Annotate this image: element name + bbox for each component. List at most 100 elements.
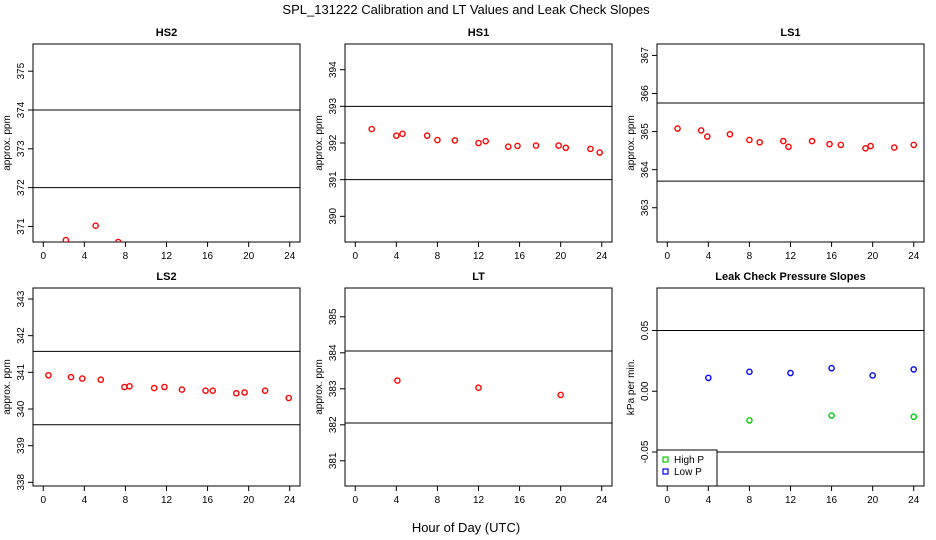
data-point: [828, 364, 835, 372]
x-tick-label: 24: [284, 251, 296, 262]
data-point: [787, 369, 794, 377]
data-point: [241, 389, 248, 396]
y-tick-label: 381: [328, 452, 339, 469]
plot-frame: [32, 43, 301, 243]
chart-panels: HS2 0 4 8 12 16 20 24 371 372 373 374 375 approx. ppm…: [2, 27, 925, 506]
x-tick-label: 4: [394, 251, 400, 262]
y-tick-label: 338: [16, 474, 27, 491]
x-tick-label: 12: [161, 495, 173, 506]
data-points: [368, 125, 603, 156]
x-tick-label: 24: [908, 251, 920, 262]
x-tick-label: 4: [82, 251, 88, 262]
data-point: [862, 145, 869, 152]
x-tick-label: 8: [435, 251, 441, 262]
plot-frame: [656, 43, 925, 243]
panel-0: HS2 0 4 8 12 16 20 24 371 372 373 374 375 approx. ppm: [2, 27, 301, 262]
data-point: [756, 138, 763, 146]
data-point: [910, 366, 918, 373]
y-tick-label: 341: [16, 364, 27, 381]
x-tick-label: 0: [40, 495, 46, 506]
y-tick-label: 390: [328, 208, 339, 225]
common-x-axis-label: Hour of Day (UTC): [412, 520, 520, 535]
data-points: [394, 377, 564, 399]
x-tick-label: 20: [243, 495, 255, 506]
data-point: [178, 386, 186, 393]
panel-title: HS1: [468, 27, 489, 39]
legend-marker: [662, 456, 669, 463]
plot-frame: [344, 287, 613, 487]
legend-label: High P: [674, 455, 704, 466]
data-point: [837, 141, 845, 149]
data-point: [92, 222, 99, 229]
data-point: [97, 376, 105, 383]
x-tick-label: 0: [352, 251, 358, 262]
x-tick-label: 0: [40, 251, 46, 262]
x-tick-label: 24: [284, 495, 296, 506]
data-point: [746, 417, 753, 424]
data-points: [674, 125, 918, 152]
data-point: [202, 387, 209, 394]
data-point: [233, 389, 240, 397]
x-tick-label: 24: [908, 495, 920, 506]
y-axis-label: approx. ppm: [2, 359, 13, 415]
x-tick-label: 24: [596, 251, 608, 262]
data-points: [705, 364, 918, 424]
x-tick-label: 16: [202, 495, 214, 506]
panel-title: LS1: [780, 27, 800, 39]
data-point: [532, 142, 540, 149]
legend-label: Low P: [674, 467, 702, 478]
y-axis-label: approx. ppm: [626, 115, 637, 171]
x-tick-label: 8: [747, 251, 753, 262]
y-tick-label: 383: [328, 380, 339, 397]
data-point: [434, 136, 441, 144]
y-axis-label: kPa per min.: [626, 359, 637, 415]
y-tick-label: 372: [16, 179, 27, 196]
data-point: [121, 383, 128, 391]
data-point: [746, 136, 753, 144]
y-tick-label: 343: [16, 290, 27, 307]
panel-title: Leak Check Pressure Slopes: [715, 271, 865, 283]
data-point: [705, 374, 712, 382]
y-tick-label: 365: [640, 123, 651, 140]
x-tick-label: 16: [826, 495, 838, 506]
data-point: [393, 132, 400, 139]
data-point: [780, 137, 787, 145]
data-point: [161, 383, 168, 391]
data-point: [126, 382, 133, 390]
x-tick-label: 0: [664, 495, 670, 506]
x-tick-label: 12: [785, 495, 797, 506]
data-point: [67, 373, 75, 381]
data-point: [475, 384, 482, 392]
y-tick-label: 366: [640, 85, 651, 102]
x-tick-label: 4: [394, 495, 400, 506]
data-point: [423, 132, 431, 139]
data-point: [285, 394, 293, 402]
y-tick-label: 394: [328, 61, 339, 78]
x-tick-label: 8: [123, 251, 129, 262]
y-tick-label: 374: [16, 101, 27, 118]
data-point: [504, 143, 512, 150]
x-tick-label: 16: [826, 251, 838, 262]
data-point: [828, 412, 835, 419]
data-point: [557, 391, 564, 399]
y-tick-label: 371: [16, 218, 27, 235]
data-points: [62, 222, 122, 242]
x-tick-label: 4: [706, 251, 712, 262]
data-point: [910, 141, 918, 149]
legend-marker: [662, 468, 669, 475]
y-tick-label: 367: [640, 47, 651, 64]
panel-1: HS1 0 4 8 12 16 20 24 390 391 392 393 394 approx. ppm: [314, 27, 613, 262]
y-tick-label: 393: [328, 98, 339, 115]
panel-title: HS2: [156, 27, 177, 39]
x-tick-label: 4: [706, 495, 712, 506]
x-tick-label: 0: [352, 495, 358, 506]
x-tick-label: 0: [664, 251, 670, 262]
data-point: [150, 384, 158, 392]
data-point: [261, 387, 269, 394]
data-point: [114, 238, 122, 242]
x-tick-label: 8: [123, 495, 129, 506]
y-axis-label: approx. ppm: [314, 115, 325, 171]
panel-4: LT 0 4 8 12 16 20 24 381 382 383 384 385 approx. ppm: [314, 271, 613, 506]
